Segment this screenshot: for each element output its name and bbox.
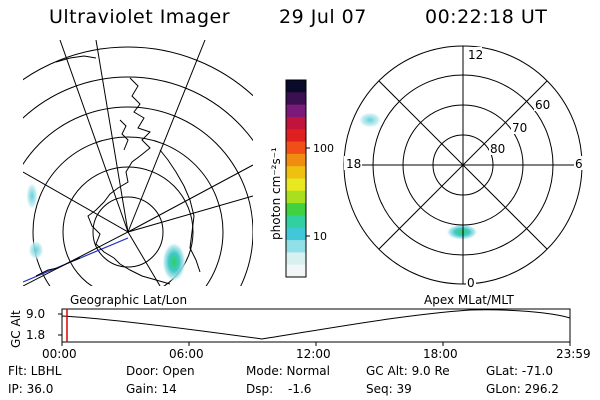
colorbar-stripe: [286, 104, 306, 118]
altitude-xtick: 00:00: [42, 347, 77, 361]
colorbar-stripe: [286, 215, 306, 229]
altitude-xtick: 12:00: [296, 347, 331, 361]
colorbar-stripe: [286, 80, 306, 93]
lat-circle: [23, 46, 253, 97]
colorbar-stripe: [286, 141, 306, 155]
altitude-xtick: 23:59: [556, 347, 591, 361]
right-map-label: Apex MLat/MLT: [424, 293, 514, 307]
meridian-line: [127, 40, 206, 233]
gc-alt-info: GC Alt: 9.0 Re: [366, 364, 450, 378]
aurora-emission: [446, 224, 478, 240]
aurora-emission: [26, 182, 38, 210]
mlat-label-60: 60: [535, 98, 550, 112]
lat-circle: [23, 106, 253, 286]
colorbar: [286, 80, 306, 278]
colorbar-tick-label: 100: [313, 142, 334, 155]
meridian-line: [127, 164, 253, 233]
coastline: [87, 77, 171, 285]
colorbar-stripe: [286, 153, 306, 167]
colorbar-stripe: [286, 92, 306, 106]
altitude-ytick: 1.8: [26, 328, 45, 342]
altitude-curve: [61, 309, 571, 340]
colorbar-frame: [285, 79, 307, 278]
colorbar-stripe: [286, 190, 306, 204]
time-label: 00:22:18 UT: [425, 6, 548, 28]
colorbar-stripe: [286, 252, 306, 266]
gain-info: Gain: 14: [126, 382, 177, 396]
altitude-ytick: 9.0: [26, 307, 45, 321]
colorbar-stripe: [286, 116, 306, 130]
ip-info: IP: 36.0: [8, 382, 54, 396]
colorbar-stripe: [286, 178, 306, 192]
mlt-label-18: 18: [346, 157, 361, 171]
colorbar-stripe: [286, 203, 306, 216]
lat-circle: [92, 196, 164, 268]
filter-info: Flt: LBHL: [8, 364, 62, 378]
seq-info: Seq: 39: [366, 382, 412, 396]
altitude-xtick: 06:00: [169, 347, 204, 361]
altitude-plot: GC Alt 9.0 1.8 00:00 06:00 12:00 18:00 2…: [9, 307, 591, 361]
altitude-xtick: 18:00: [423, 347, 458, 361]
coastline: [55, 55, 97, 63]
mlt-label-6: 6: [575, 157, 583, 171]
mode-info: Mode: Normal: [246, 364, 330, 378]
date-label: 29 Jul 07: [279, 6, 367, 28]
meridian-line: [59, 40, 129, 233]
mlt-label-0: 0: [467, 276, 475, 290]
magnetic-map: 12 18 6 0 60 70 80: [343, 45, 584, 290]
door-info: Door: Open: [126, 364, 195, 378]
altitude-plot-frame: [61, 308, 571, 343]
glat-info: GLat: -71.0: [486, 364, 553, 378]
coastline: [119, 119, 129, 151]
colorbar-stripe: [286, 240, 306, 253]
mlat-label-70: 70: [512, 121, 527, 135]
meridian-line: [127, 195, 253, 233]
left-map-label: Geographic Lat/Lon: [70, 293, 188, 307]
meridian-line: [23, 171, 129, 233]
colorbar-stripe: [286, 166, 306, 179]
colorbar-label: photon cm⁻²s⁻¹: [269, 147, 283, 240]
dsp-label: Dsp:: [246, 382, 274, 396]
mlt-label-12: 12: [468, 48, 483, 62]
meridian-line: [23, 231, 129, 286]
mlat-label-80: 80: [490, 142, 505, 156]
coastline: [35, 257, 81, 277]
meridian-line: [95, 40, 129, 233]
aurora-emission: [162, 242, 186, 282]
geographic-map: [23, 40, 253, 286]
meridian-line: [127, 231, 161, 286]
aurora-emission: [28, 240, 44, 260]
altitude-ylabel: GC Alt: [9, 310, 23, 348]
instrument-title: Ultraviolet Imager: [49, 6, 231, 28]
lat-circle: [23, 76, 253, 142]
dsp-value: -1.6: [288, 382, 312, 396]
colorbar-stripe: [286, 129, 306, 143]
colorbar-tick-label: 10: [313, 230, 327, 243]
mlt-line: [378, 80, 548, 250]
coastline: [159, 149, 201, 273]
colorbar-stripe: [286, 264, 306, 278]
aurora-emission: [358, 112, 382, 128]
lat-circle: [62, 166, 194, 286]
glon-info: GLon: 296.2: [486, 382, 559, 396]
colorbar-stripe: [286, 227, 306, 241]
lat-circle: [32, 136, 224, 286]
